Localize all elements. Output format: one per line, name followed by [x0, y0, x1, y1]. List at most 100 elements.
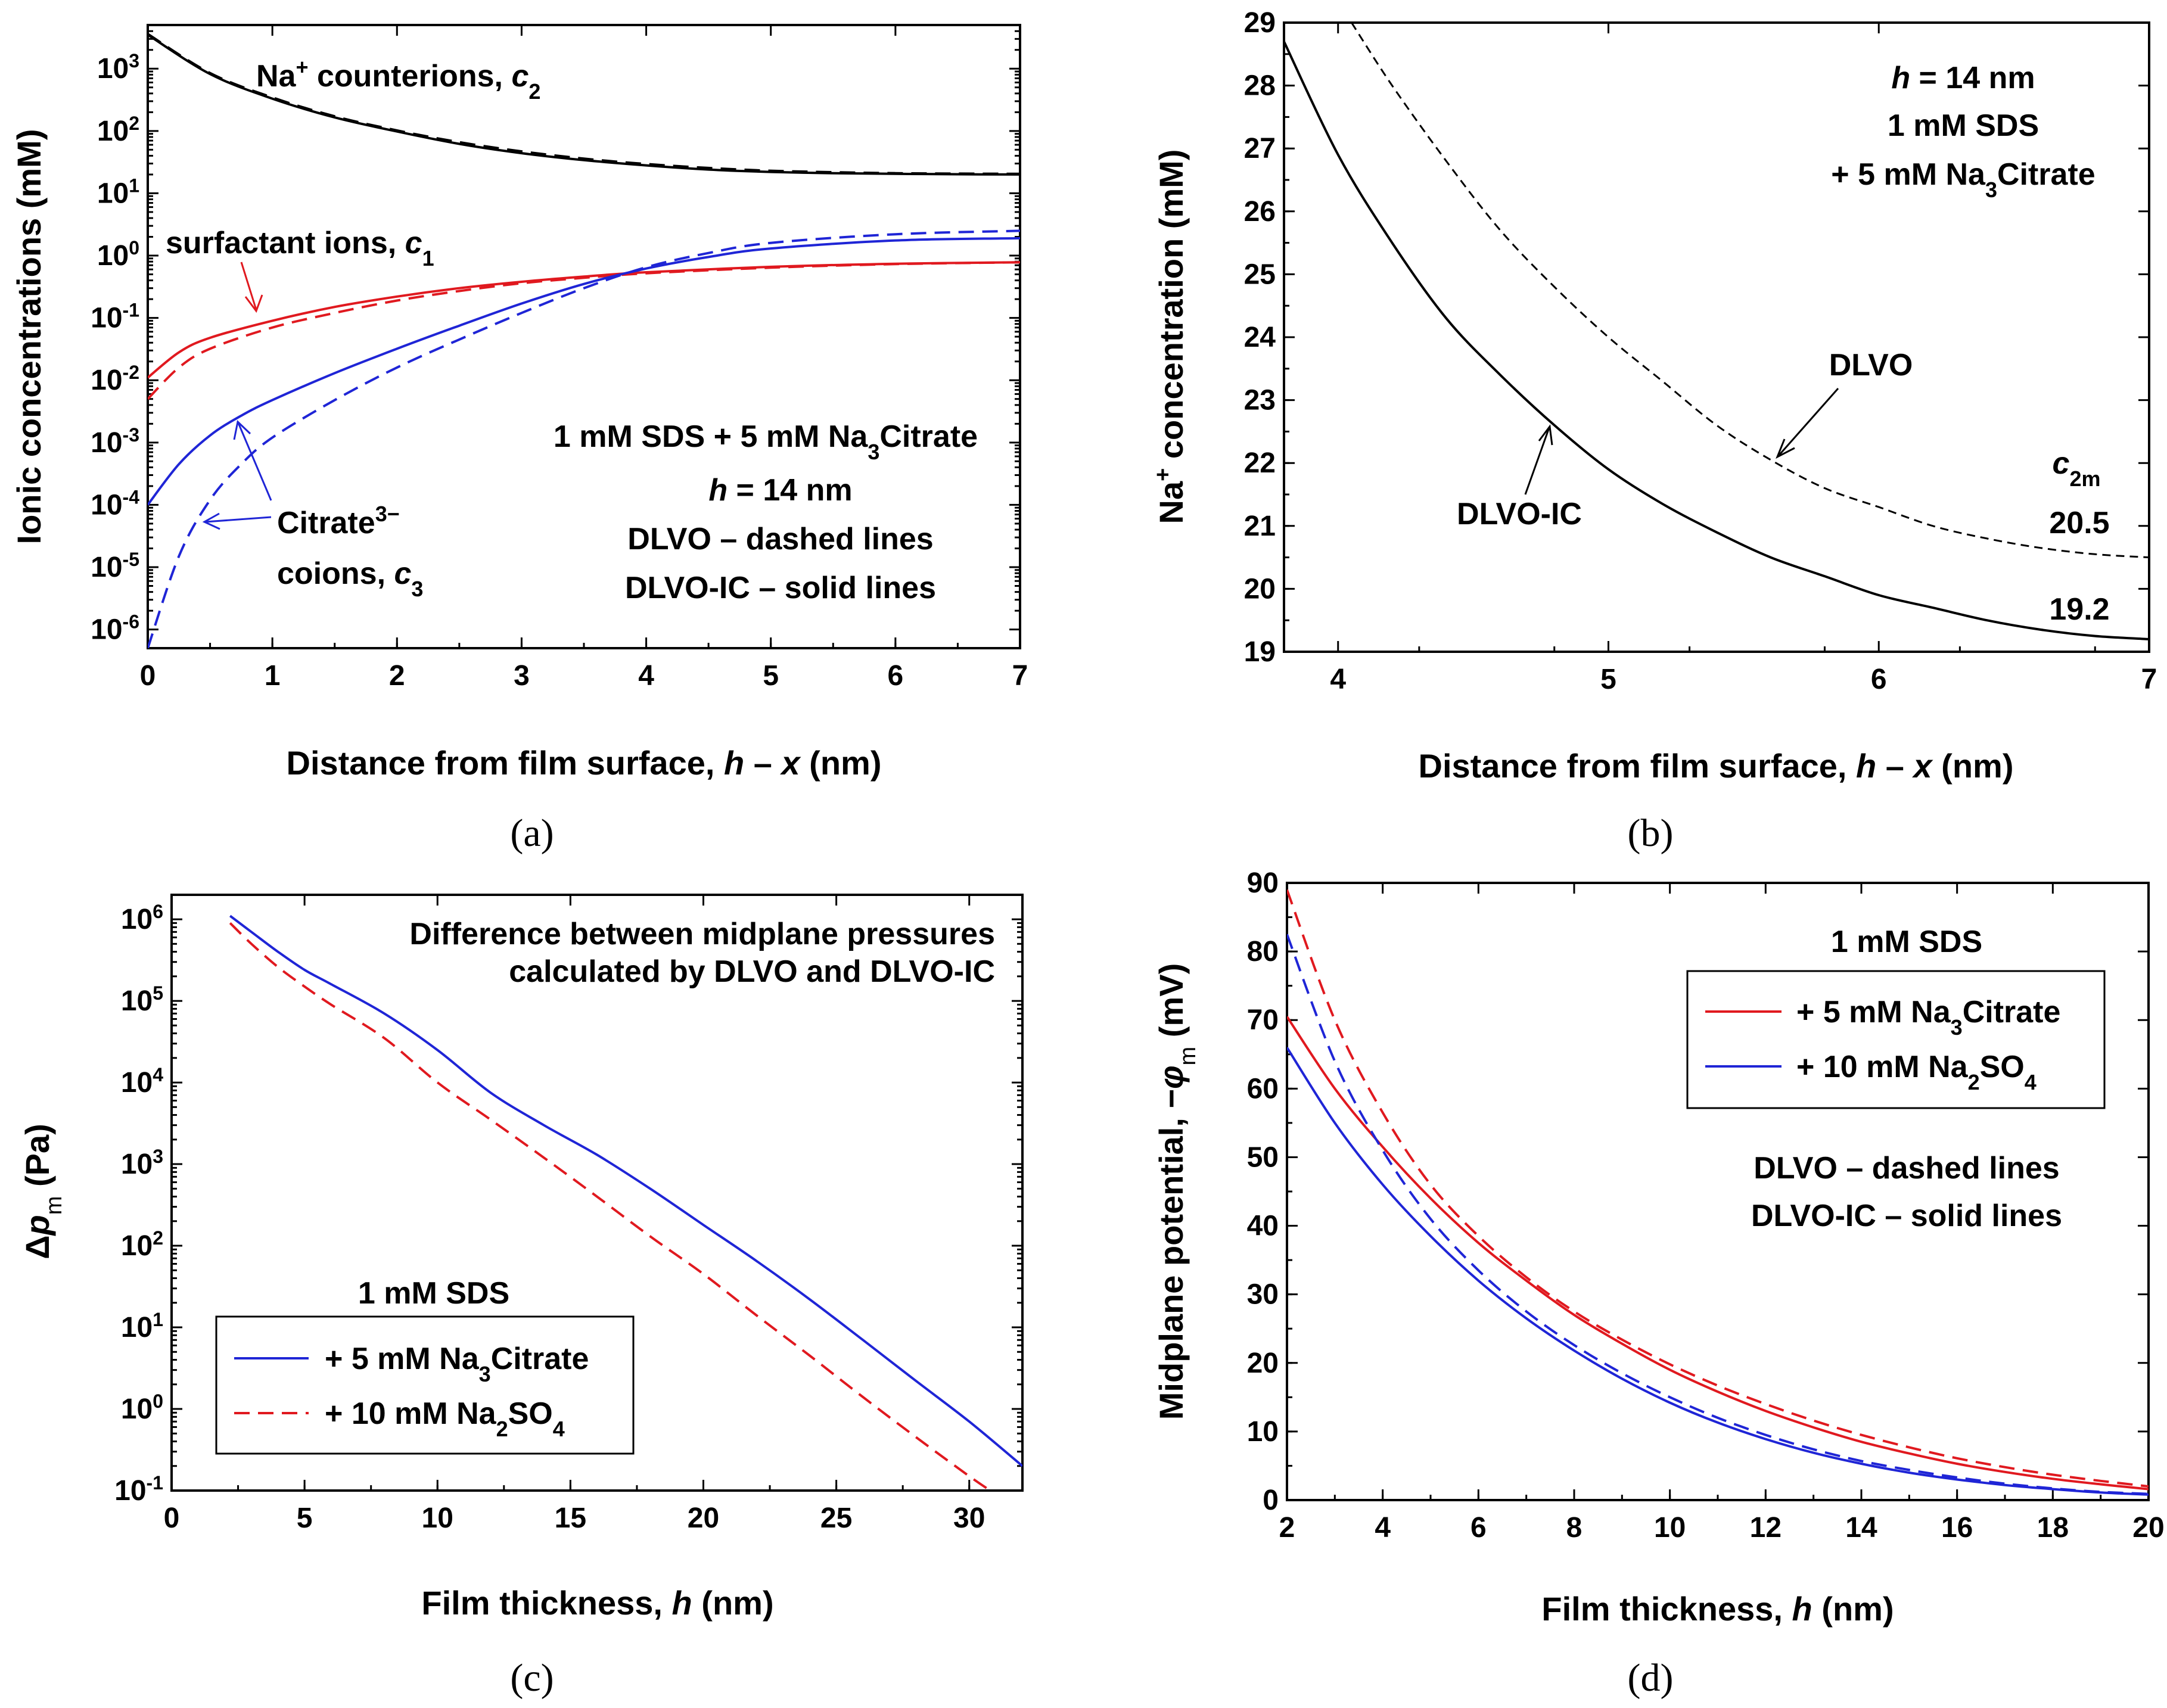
x-tick-label: 7 — [2141, 664, 2157, 695]
x-tick-label: 30 — [953, 1502, 985, 1534]
y-tick-label: 0 — [1263, 1485, 1279, 1516]
y-tick-label: 102 — [121, 1227, 163, 1262]
y-tick-label: 30 — [1247, 1279, 1279, 1311]
y-tick-label: 27 — [1244, 133, 1276, 164]
arrow-dlvo-ic — [1524, 424, 1553, 495]
y-tick-label: 20 — [1244, 573, 1276, 605]
label-citrate: Citrate3− — [277, 502, 400, 541]
y-tick-label: 10-1 — [114, 1472, 163, 1507]
y-tick-label: 22 — [1244, 447, 1276, 479]
x-tick-label: 5 — [763, 660, 779, 692]
x-tick-label: 2 — [1279, 1512, 1295, 1544]
x-tick-label: 1 — [265, 660, 281, 692]
x-tick-label: 6 — [1871, 664, 1887, 695]
y-tick-label: 100 — [97, 237, 139, 272]
y-tick-label: 25 — [1244, 259, 1276, 290]
y-tick-label: 106 — [121, 901, 163, 935]
y-tick-label: 105 — [121, 982, 163, 1017]
panel-b: 4 5 6 7 19 20 21 22 23 24 25 26 27 28 29 Distance from… — [1151, 7, 2157, 785]
info-b-2: 1 mM SDS — [1888, 108, 2039, 143]
y-tick-label: 23 — [1244, 385, 1276, 416]
y-tick-label: 10-5 — [91, 549, 139, 583]
series-a-surfactant-ions-c1-dlvo — [148, 261, 1020, 400]
info-b-3: + 5 mM Na3Citrate — [1831, 157, 2095, 202]
x-tick-label: 4 — [1375, 1512, 1391, 1544]
legend-d-box — [1686, 970, 2106, 1109]
series-d-10-mm-na2so4-dlvo — [1287, 934, 2149, 1495]
series-a-citrate3-coions-c3-dlvo-ic — [148, 237, 1020, 506]
series-b-dlvo — [1351, 23, 2149, 559]
label-surfactant-ions: surfactant ions, c1 — [166, 226, 434, 270]
y-tick-label: 19 — [1244, 636, 1276, 668]
x-tick-label: 0 — [140, 660, 156, 692]
panel-d-ylabel: Midplane potential, −φm (mV) — [1152, 963, 1201, 1420]
arrow-dlvo — [1776, 388, 1839, 459]
label-na-counterions: Na+ counterions, c2 — [256, 55, 540, 104]
caption-a: (a) — [510, 811, 554, 855]
label-coions: coions, c3 — [277, 556, 423, 601]
panel-b-xlabel: Distance from film surface, h – x (nm) — [1419, 747, 2014, 785]
y-tick-label: 50 — [1247, 1141, 1279, 1173]
series-b-dlvo-ic — [1284, 41, 2149, 640]
x-tick-label: 3 — [514, 660, 530, 692]
y-tick-label: 10-1 — [91, 300, 139, 334]
panel-c: 0 5 10 15 20 25 30 10-1 100 101 102 103 104 105 106 Fi… — [18, 894, 1024, 1622]
series-c-10-mm-na2so4 — [229, 922, 993, 1491]
x-tick-label: 10 — [422, 1502, 453, 1534]
panel-d: 2 4 6 8 10 12 14 16 18 20 0 10 20 30 40 50 60 70 80 90 Film… — [1152, 867, 2165, 1628]
series-a-citrate3-coions-c3-dlvo — [148, 229, 1020, 648]
x-tick-label: 18 — [2037, 1512, 2069, 1544]
x-tick-label: 15 — [555, 1502, 586, 1534]
title-c-2: calculated by DLVO and DLVO-IC — [509, 954, 995, 989]
y-tick-label: 80 — [1247, 936, 1279, 967]
x-tick-label: 4 — [1330, 664, 1346, 695]
label-dlvo: DLVO — [1829, 348, 1913, 382]
x-tick-label: 14 — [1845, 1512, 1877, 1544]
arrow-citrate-dashed — [202, 512, 272, 530]
x-tick-label: 25 — [820, 1502, 852, 1534]
x-tick-label: 4 — [638, 660, 654, 692]
x-tick-label: 10 — [1654, 1512, 1686, 1544]
y-tick-label: 20 — [1247, 1348, 1279, 1379]
panel-a-ylabel: Ionic concentrations (mM) — [10, 129, 48, 545]
y-tick-label: 100 — [121, 1390, 163, 1425]
y-tick-label: 28 — [1244, 70, 1276, 102]
x-tick-label: 5 — [297, 1502, 313, 1534]
info-a-1: 1 mM SDS + 5 mM Na3Citrate — [554, 419, 978, 464]
y-tick-label: 40 — [1247, 1211, 1279, 1242]
y-tick-label: 70 — [1247, 1004, 1279, 1036]
y-tick-label: 21 — [1244, 511, 1276, 542]
x-tick-label: 12 — [1750, 1512, 1782, 1544]
label-c2m: c2m — [2053, 446, 2101, 491]
value-19-2: 19.2 — [2049, 592, 2109, 627]
panel-a-xlabel: Distance from film surface, h – x (nm) — [287, 744, 882, 782]
info-d-2: DLVO-IC – solid lines — [1751, 1199, 2062, 1233]
info-b-1: h = 14 nm — [1891, 61, 2035, 95]
panel-c-xlabel: Film thickness, h (nm) — [421, 1584, 773, 1622]
y-tick-label: 10-3 — [91, 424, 139, 459]
series-d-10-mm-na2so4-dlvo-ic — [1287, 1047, 2149, 1496]
x-tick-label: 2 — [389, 660, 405, 692]
panel-b-ylabel: Na+ concentration (mM) — [1151, 150, 1190, 524]
value-20-5: 20.5 — [2049, 506, 2109, 540]
y-tick-label: 90 — [1247, 867, 1279, 899]
info-d-1: DLVO – dashed lines — [1754, 1151, 2059, 1186]
y-tick-label: 101 — [121, 1309, 163, 1343]
panel-c-ylabel: Δpm (Pa) — [18, 1124, 67, 1259]
y-tick-label: 10-6 — [91, 611, 139, 646]
y-tick-label: 60 — [1247, 1073, 1279, 1105]
series-a-surfactant-ions-c1-dlvo-ic — [148, 261, 1020, 379]
y-tick-label: 104 — [121, 1064, 163, 1099]
y-tick-label: 29 — [1244, 7, 1276, 39]
caption-c: (c) — [510, 1656, 554, 1700]
series-d-5-mm-na3citrate-dlvo-ic — [1287, 1016, 2149, 1491]
y-tick-label: 10 — [1247, 1416, 1279, 1448]
arrow-surfactant — [240, 262, 263, 313]
info-a-2: h = 14 nm — [708, 473, 852, 508]
x-tick-label: 0 — [164, 1502, 180, 1534]
caption-b: (b) — [1628, 811, 1674, 855]
y-tick-label: 102 — [97, 113, 139, 147]
y-tick-label: 101 — [97, 175, 139, 209]
y-tick-label: 10-4 — [91, 486, 139, 521]
